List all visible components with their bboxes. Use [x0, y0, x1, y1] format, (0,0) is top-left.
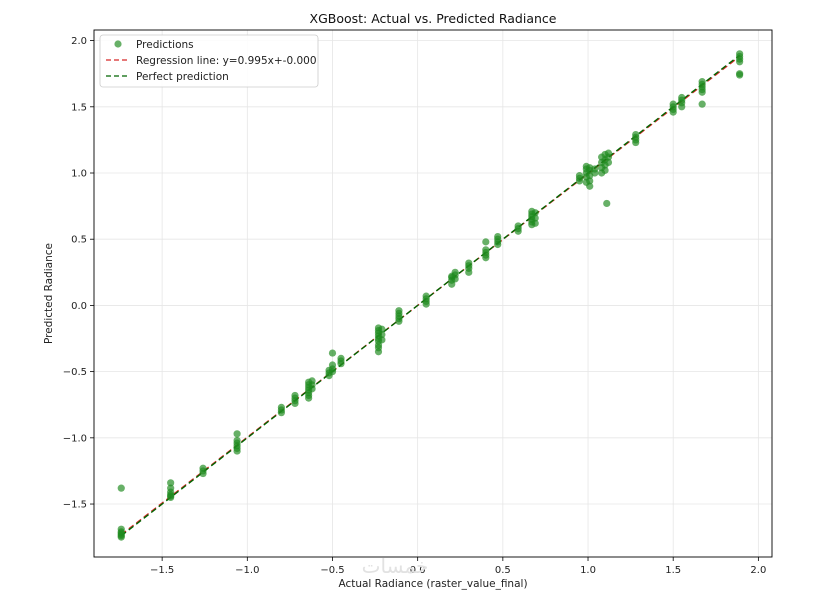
- chart-title: XGBoost: Actual vs. Predicted Radiance: [310, 11, 557, 26]
- data-point: [586, 182, 594, 190]
- x-axis-label: Actual Radiance (raster_value_final): [338, 578, 527, 590]
- watermark: خمسات: [362, 554, 429, 578]
- x-tick-label: −0.5: [320, 565, 344, 576]
- y-tick-label: −0.5: [63, 367, 87, 378]
- data-point: [575, 172, 584, 180]
- data-point: [514, 222, 522, 230]
- data-point: [482, 238, 490, 246]
- data-point: [494, 232, 502, 241]
- data-point: [395, 317, 403, 325]
- data-point: [604, 158, 613, 167]
- y-tick-label: 1.0: [71, 169, 87, 180]
- data-point: [167, 479, 175, 487]
- data-points: [117, 50, 744, 541]
- y-tick-label: 0.0: [71, 301, 87, 312]
- x-tick-label: −1.5: [150, 565, 174, 576]
- y-axis-label: Predicted Radiance: [43, 243, 55, 344]
- data-point: [422, 300, 430, 308]
- data-point: [601, 166, 609, 174]
- x-tick-label: 1.5: [665, 565, 681, 576]
- data-point: [233, 447, 241, 455]
- y-tick-label: −1.5: [63, 500, 87, 511]
- data-point: [378, 336, 386, 344]
- data-point: [698, 78, 706, 86]
- legend-box: [99, 34, 319, 88]
- y-tick-label: 0.5: [71, 235, 87, 246]
- legend-label-regression: Regression line: y=0.995x+-0.000: [136, 55, 317, 67]
- series-lines: [120, 54, 741, 537]
- data-point: [591, 165, 599, 173]
- data-point: [305, 394, 313, 402]
- data-point: [291, 399, 299, 408]
- data-point: [586, 177, 594, 185]
- data-point: [328, 349, 337, 357]
- data-point: [678, 93, 686, 102]
- data-point: [531, 219, 539, 227]
- perfect-prediction-line: [120, 54, 741, 537]
- y-tick-label: −1.0: [63, 433, 87, 444]
- data-point: [308, 385, 316, 393]
- legend-label-predictions: Predictions: [136, 39, 194, 51]
- data-point: [167, 493, 175, 502]
- data-point: [378, 330, 386, 339]
- data-point: [603, 199, 611, 208]
- y-tick-label: 2.0: [71, 36, 87, 47]
- data-point: [482, 246, 490, 254]
- data-point: [328, 368, 337, 376]
- data-point: [632, 131, 640, 139]
- data-point: [378, 325, 386, 333]
- data-point: [604, 149, 613, 157]
- legend: Predictions Regression line: y=0.995x+-0…: [99, 34, 319, 88]
- data-point: [374, 348, 383, 356]
- grid: [94, 30, 772, 557]
- data-point: [465, 259, 473, 267]
- x-tick-label: −1.0: [235, 565, 259, 576]
- data-point: [277, 409, 285, 417]
- data-point: [117, 530, 125, 539]
- data-point: [117, 484, 125, 492]
- legend-marker-predictions: [114, 40, 122, 48]
- y-tick-label: 1.5: [71, 102, 87, 113]
- x-tick-label: 0.0: [410, 565, 426, 576]
- data-point: [233, 430, 241, 438]
- x-tick-label: 1.0: [580, 565, 596, 576]
- data-point: [451, 268, 459, 276]
- plot-frame: [93, 29, 773, 558]
- data-point: [531, 209, 539, 217]
- data-point: [698, 100, 706, 108]
- data-point: [199, 469, 207, 478]
- data-point: [736, 50, 744, 58]
- data-point: [736, 70, 744, 78]
- x-axis-ticks: −1.5 −1.0 −0.5 0.0 0.5 1.0 1.5 2.0: [150, 557, 766, 576]
- data-point: [669, 100, 677, 108]
- data-point: [531, 214, 539, 222]
- x-tick-label: 0.5: [495, 565, 511, 576]
- data-point: [337, 360, 345, 368]
- x-tick-label: 2.0: [750, 565, 766, 576]
- y-axis-ticks: −1.5 −1.0 −0.5 0.0 0.5 1.0 1.5 2.0: [63, 36, 94, 511]
- legend-label-perfect: Perfect prediction: [136, 71, 229, 83]
